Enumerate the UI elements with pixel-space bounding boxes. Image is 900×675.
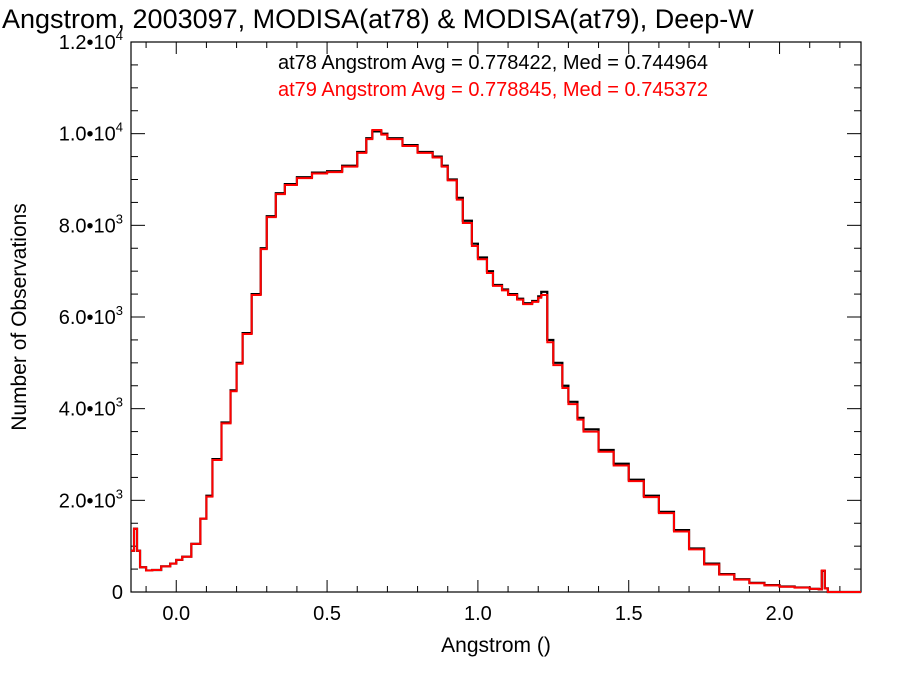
y-tick-label: 1.2•104 <box>59 28 123 54</box>
stats-annotation-1: at78 Angstrom Avg = 0.778422, Med = 0.74… <box>278 52 708 74</box>
y-tick-label: 1.0•104 <box>59 120 123 146</box>
y-tick-label: 4.0•103 <box>59 395 123 421</box>
axis-ticks <box>131 41 861 593</box>
y-tick-label: 0 <box>112 582 123 604</box>
y-tick-label: 8.0•103 <box>59 211 123 237</box>
series-at78-line <box>131 130 861 594</box>
x-tick-label: 1.5 <box>615 603 643 625</box>
x-tick-label: 0.5 <box>313 603 341 625</box>
stats-annotation-2: at79 Angstrom Avg = 0.778845, Med = 0.74… <box>278 79 708 101</box>
chart-title: Angstrom, 2003097, MODISA(at78) & MODISA… <box>2 4 754 34</box>
plot-frame <box>130 41 862 593</box>
y-tick-label: 2.0•103 <box>59 486 123 512</box>
series-layer <box>131 129 861 594</box>
stats-annotations: at78 Angstrom Avg = 0.778422, Med = 0.74… <box>278 52 708 101</box>
x-tick-label: 0.0 <box>162 603 190 625</box>
tick-labels: 0.0 0.5 1.0 1.5 2.0 0 2.0•103 4.0•103 6.0•103 8.0… <box>59 28 794 625</box>
x-tick-label: 1.0 <box>464 603 492 625</box>
x-tick-label: 2.0 <box>766 603 794 625</box>
y-tick-label: 6.0•103 <box>59 303 123 329</box>
x-axis-label: Angstrom () <box>441 634 551 657</box>
y-axis-label: Number of Observations <box>8 203 31 431</box>
series-at79-line <box>131 129 861 593</box>
